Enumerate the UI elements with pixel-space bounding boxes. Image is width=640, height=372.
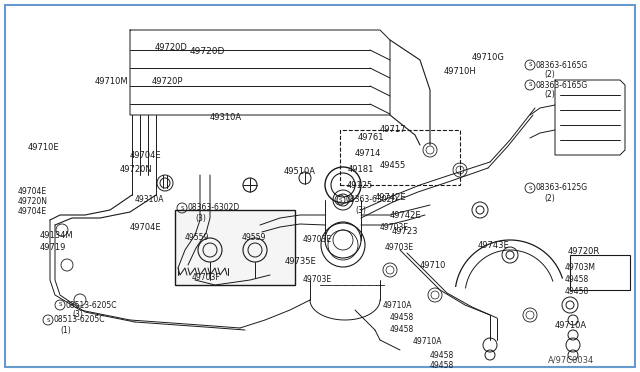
- Text: 49735E: 49735E: [285, 257, 317, 266]
- Text: 49723: 49723: [392, 228, 419, 237]
- Text: S: S: [180, 205, 184, 211]
- Text: 08363-6302D: 08363-6302D: [188, 203, 240, 212]
- Text: 49703E: 49703E: [385, 244, 414, 253]
- Bar: [340, 130, 460, 185]
- Text: (3): (3): [195, 214, 206, 222]
- Text: 49720D: 49720D: [155, 44, 188, 52]
- Text: S: S: [528, 83, 532, 87]
- Text: (2): (2): [544, 90, 555, 99]
- Text: 49710: 49710: [420, 260, 446, 269]
- Text: (2): (2): [544, 71, 555, 80]
- Text: 49714: 49714: [355, 148, 381, 157]
- Text: 49742E: 49742E: [390, 211, 422, 219]
- Text: 49710E: 49710E: [28, 144, 60, 153]
- Text: 49719: 49719: [40, 243, 67, 251]
- Text: S: S: [339, 198, 342, 202]
- Text: 49710H: 49710H: [444, 67, 477, 77]
- Text: 49720P: 49720P: [152, 77, 184, 87]
- Text: S: S: [46, 317, 50, 323]
- Text: 49181: 49181: [348, 166, 374, 174]
- Text: 49743E: 49743E: [478, 241, 509, 250]
- Text: 49720D: 49720D: [190, 48, 225, 57]
- Text: A/97C0034: A/97C0034: [548, 356, 595, 365]
- Text: 49510A: 49510A: [284, 167, 316, 176]
- Text: 49458: 49458: [430, 350, 454, 359]
- Text: (1): (1): [60, 326, 71, 334]
- Text: 49761: 49761: [358, 134, 385, 142]
- Text: (2): (2): [544, 193, 555, 202]
- Text: 08363-6165G: 08363-6165G: [536, 80, 588, 90]
- Text: 49704E: 49704E: [18, 208, 47, 217]
- Text: 49455: 49455: [380, 160, 406, 170]
- Text: 49703E: 49703E: [303, 276, 332, 285]
- Text: 08513-6205C: 08513-6205C: [66, 301, 118, 310]
- Text: 49703F: 49703F: [192, 273, 221, 282]
- Text: 49559: 49559: [242, 234, 266, 243]
- Text: 08363-6165G: 08363-6165G: [536, 61, 588, 70]
- Text: 49704E: 49704E: [18, 187, 47, 196]
- Text: 49710A: 49710A: [555, 321, 587, 330]
- Text: 49703E: 49703E: [380, 224, 409, 232]
- Text: 49125: 49125: [347, 180, 373, 189]
- Text: 08363-6125G: 08363-6125G: [536, 183, 588, 192]
- Text: 49704E: 49704E: [130, 151, 162, 160]
- Text: 49458: 49458: [430, 360, 454, 369]
- Text: 49134M: 49134M: [40, 231, 74, 240]
- Text: 08513-6205C: 08513-6205C: [54, 315, 106, 324]
- Text: 49710G: 49710G: [472, 54, 505, 62]
- Text: 49703M: 49703M: [565, 263, 596, 273]
- Text: S: S: [528, 186, 532, 190]
- Text: 49458: 49458: [565, 288, 589, 296]
- Text: 49717: 49717: [380, 125, 406, 135]
- Text: 49710A: 49710A: [383, 301, 413, 310]
- Text: 49742E: 49742E: [375, 193, 406, 202]
- Text: 08363-6302D: 08363-6302D: [346, 196, 398, 205]
- Text: 49310A: 49310A: [135, 196, 164, 205]
- Text: 49559: 49559: [185, 234, 209, 243]
- Text: 49720R: 49720R: [568, 247, 600, 257]
- Text: 49310A: 49310A: [210, 113, 242, 122]
- Text: S: S: [58, 302, 61, 308]
- Bar: [570, 255, 630, 290]
- Text: 49720N: 49720N: [18, 198, 48, 206]
- Text: 49710A: 49710A: [413, 337, 442, 346]
- Text: 49458: 49458: [565, 276, 589, 285]
- Text: S: S: [528, 62, 532, 67]
- Text: 49458: 49458: [390, 326, 414, 334]
- Text: (3): (3): [355, 205, 366, 215]
- Text: 49458: 49458: [390, 314, 414, 323]
- Text: 49703E: 49703E: [303, 235, 332, 244]
- Bar: [175, 210, 295, 285]
- Text: 49704E: 49704E: [130, 224, 162, 232]
- Text: 49710M: 49710M: [95, 77, 129, 87]
- Text: (3): (3): [72, 311, 83, 320]
- Text: 49720N: 49720N: [120, 166, 153, 174]
